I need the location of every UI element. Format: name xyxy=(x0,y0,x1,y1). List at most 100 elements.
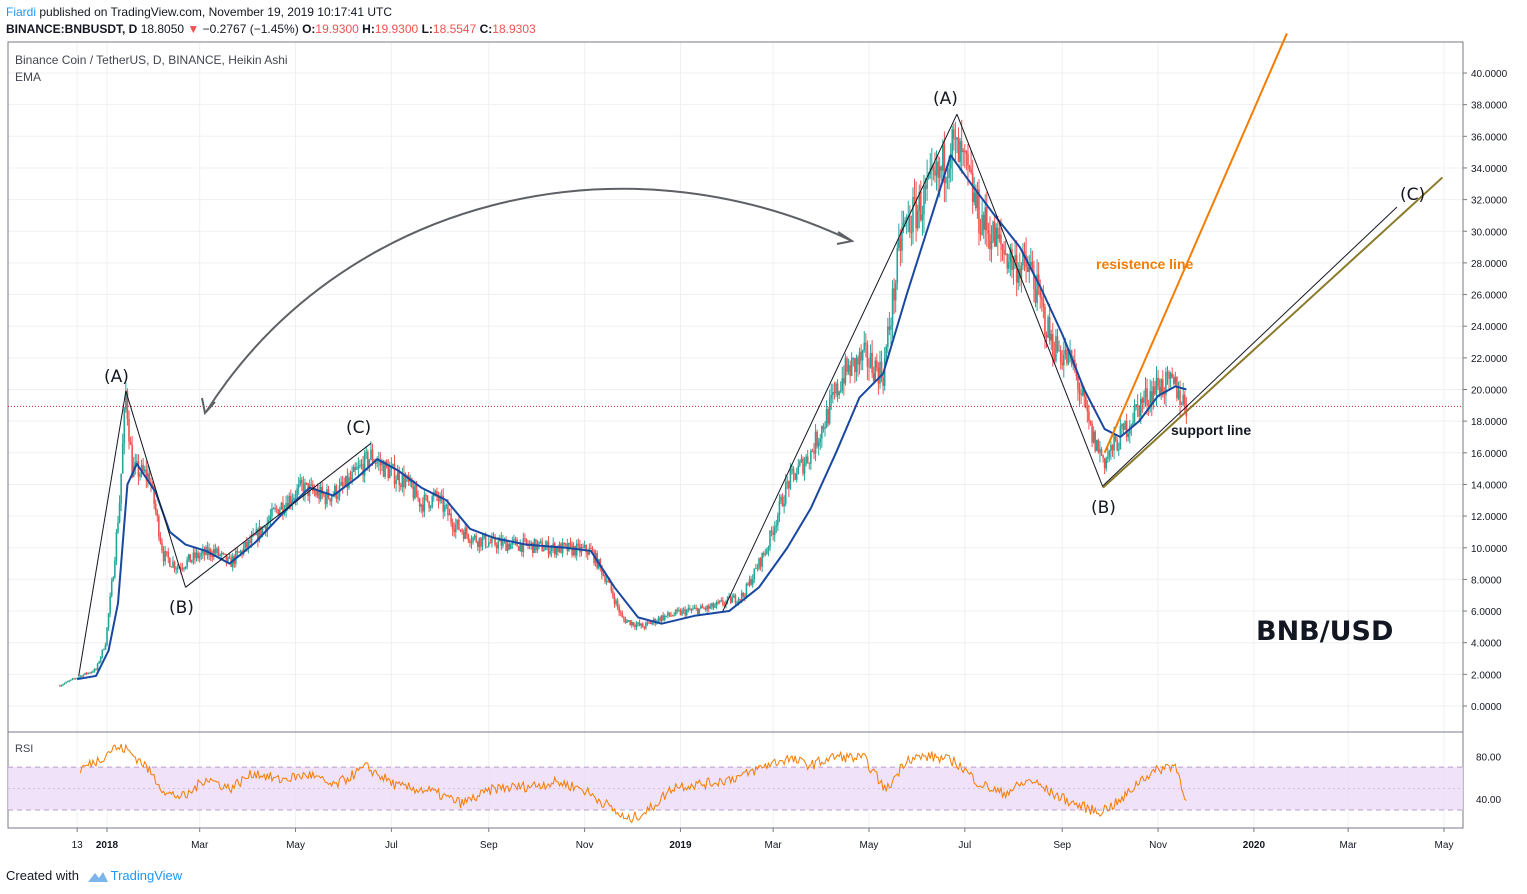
candle-body xyxy=(1036,274,1038,303)
candle-body xyxy=(582,547,584,549)
candle-body xyxy=(682,609,685,611)
candle-body xyxy=(1108,450,1111,457)
candle-body xyxy=(538,541,540,544)
candle-body xyxy=(121,443,124,474)
candle-body xyxy=(214,549,217,553)
y-tick-label: 28.0000 xyxy=(1471,259,1508,270)
candle-body xyxy=(962,150,965,153)
candle-body xyxy=(220,552,223,555)
candle-body xyxy=(109,596,111,614)
candle-body xyxy=(520,543,523,553)
candle-body xyxy=(1183,394,1186,405)
candle-body xyxy=(1149,391,1152,406)
candle-body xyxy=(943,144,946,184)
candle-body xyxy=(222,552,225,554)
candle-body xyxy=(136,461,138,463)
x-tick-label: Jul xyxy=(958,840,971,851)
candle-body xyxy=(882,377,884,386)
candle-body xyxy=(96,663,99,670)
candle-body xyxy=(797,465,800,475)
candle-body xyxy=(1039,286,1042,298)
candle-body xyxy=(1099,449,1101,453)
candle-body xyxy=(246,541,248,548)
y-tick-label: 34.0000 xyxy=(1471,164,1508,175)
candle-body xyxy=(77,676,80,678)
chart-grid xyxy=(8,42,1463,828)
wave-lines xyxy=(78,113,1104,677)
candle-body xyxy=(990,241,993,250)
curved-arrow xyxy=(205,187,853,413)
candle-body xyxy=(481,538,484,547)
candle-body xyxy=(264,526,267,532)
x-tick-label: May xyxy=(860,840,879,851)
candle-body xyxy=(360,464,363,466)
candle-body xyxy=(323,493,325,496)
candle-body xyxy=(627,620,630,622)
wave-label-a1: (A) xyxy=(104,367,129,387)
candle-body xyxy=(462,532,465,539)
candle-body xyxy=(773,527,776,535)
time-axis[interactable]: 13 2018 Mar May Jul Sep Nov 2019 Mar May Jul Sep Nov… xyxy=(72,828,1454,851)
candle-body xyxy=(187,554,190,560)
candle-body xyxy=(337,496,339,499)
x-tick-label: Mar xyxy=(191,840,209,851)
candle-body xyxy=(1009,248,1012,263)
candle-body xyxy=(1171,373,1174,378)
candle-body xyxy=(1091,423,1093,443)
candle-body xyxy=(99,656,102,662)
symbol-name[interactable]: BINANCE:BNBUSDT, D xyxy=(6,22,138,36)
candle-body xyxy=(274,508,276,510)
candle-body xyxy=(359,465,361,467)
rsi-axis[interactable]: 80.00 40.00 xyxy=(1476,752,1501,806)
candle-body xyxy=(750,579,752,585)
candle-body xyxy=(871,352,873,374)
candle-body xyxy=(470,541,473,543)
candle-body xyxy=(244,541,247,548)
candle-body xyxy=(1012,261,1015,270)
candle-body xyxy=(92,671,94,673)
candle-body xyxy=(1165,372,1167,395)
price-axis[interactable]: 0.0000 2.0000 4.0000 6.0000 8.0000 10.0000 12.… xyxy=(1463,69,1508,713)
y-tick-label: 6.0000 xyxy=(1471,607,1502,618)
candle-body xyxy=(184,566,187,569)
candle-body xyxy=(530,542,532,545)
candle-body xyxy=(454,524,457,533)
candle-body xyxy=(1174,376,1177,384)
candle-body xyxy=(310,484,313,486)
candle-body xyxy=(104,645,107,650)
candle-body xyxy=(280,502,283,510)
wave-label-b2: (B) xyxy=(1091,498,1116,518)
candle-body xyxy=(1160,379,1163,396)
candle-body xyxy=(467,534,470,541)
candle-body xyxy=(604,574,606,582)
candle-body xyxy=(954,138,957,140)
candle-body xyxy=(624,619,627,623)
candle-body xyxy=(1147,404,1150,406)
candle-body xyxy=(890,325,892,330)
candle-body xyxy=(544,546,547,551)
candle-body xyxy=(951,129,954,159)
candle-body xyxy=(304,482,306,495)
author-link[interactable]: Fiardi xyxy=(6,5,37,19)
candle-body xyxy=(425,495,427,497)
candle-body xyxy=(692,608,694,610)
candle-body xyxy=(784,482,787,504)
candle-body xyxy=(517,546,520,551)
candle-body xyxy=(363,453,366,476)
rsi-line xyxy=(79,743,1187,824)
candle-body xyxy=(257,529,259,541)
candle-body xyxy=(938,166,941,178)
tradingview-link[interactable]: TradingView xyxy=(110,868,183,883)
candle-body xyxy=(1172,377,1175,384)
candle-body xyxy=(192,552,195,561)
candle-body xyxy=(816,431,818,447)
candle-body xyxy=(968,165,971,169)
candle-body xyxy=(880,361,883,378)
candle-body xyxy=(509,543,512,550)
candle-body xyxy=(285,503,287,512)
candle-body xyxy=(1114,435,1117,441)
candle-body xyxy=(844,357,847,384)
candle-body xyxy=(649,622,652,625)
candle-body xyxy=(560,543,562,554)
